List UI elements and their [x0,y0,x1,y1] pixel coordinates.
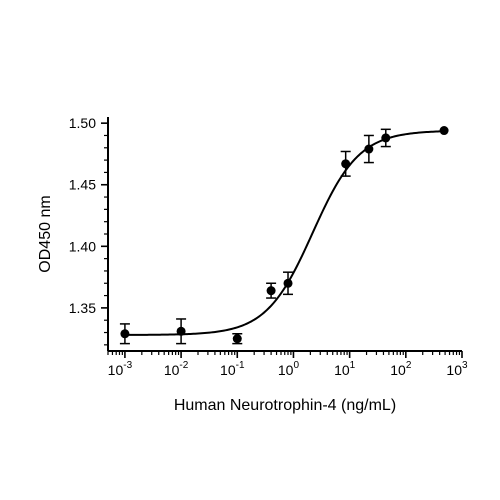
x-tick-label-base: 10 [164,362,180,378]
fit-curve-group [124,130,445,336]
x-tick-label: 100 [278,360,300,378]
x-tick-label-exponent: -1 [236,360,245,371]
x-tick-label-exponent: 3 [462,360,468,371]
data-point [364,144,374,154]
x-tick-label: 102 [390,360,412,378]
x-tick-label-base: 10 [446,362,462,378]
x-tick-label-base: 10 [390,362,406,378]
x-tick-label: 10-3 [108,360,133,378]
x-tick-label: 101 [334,360,356,378]
y-ticks: 1.35 1.40 1.45 1.50 [69,115,108,346]
x-tick-label-exponent: -2 [179,360,188,371]
x-tick-label: 10-2 [164,360,189,378]
x-tick-label-base: 10 [220,362,236,378]
data-point [120,329,130,339]
y-tick-label: 1.40 [69,238,96,254]
x-tick-label-base: 10 [278,362,294,378]
data-point [283,278,293,288]
y-tick-label: 1.35 [69,300,96,316]
x-tick-label-exponent: 2 [406,360,412,371]
y-tick-label: 1.50 [69,115,96,131]
data-point [232,334,242,344]
x-tick-label-exponent: -3 [123,360,132,371]
x-axis-title: Human Neurotrophin-4 (ng/mL) [174,397,396,414]
x-tick-label: 10-1 [220,360,245,378]
data-point [176,326,186,336]
x-tick-label-exponent: 0 [293,360,299,371]
data-point [341,159,351,169]
x-tick-label: 103 [446,360,468,378]
x-tick-label-exponent: 1 [350,360,356,371]
axes [107,117,462,352]
y-tick-label: 1.45 [69,177,96,193]
data-point [381,133,391,143]
data-points [119,126,449,345]
x-tick-label-base: 10 [108,362,124,378]
data-point [439,126,449,136]
data-point [266,286,276,296]
y-axis-title: OD450 nm [37,195,54,272]
x-ticks: 10-3 10-2 10-1 100 101 102 103 [107,351,468,378]
fit-curve [124,130,445,336]
x-tick-label-base: 10 [334,362,350,378]
